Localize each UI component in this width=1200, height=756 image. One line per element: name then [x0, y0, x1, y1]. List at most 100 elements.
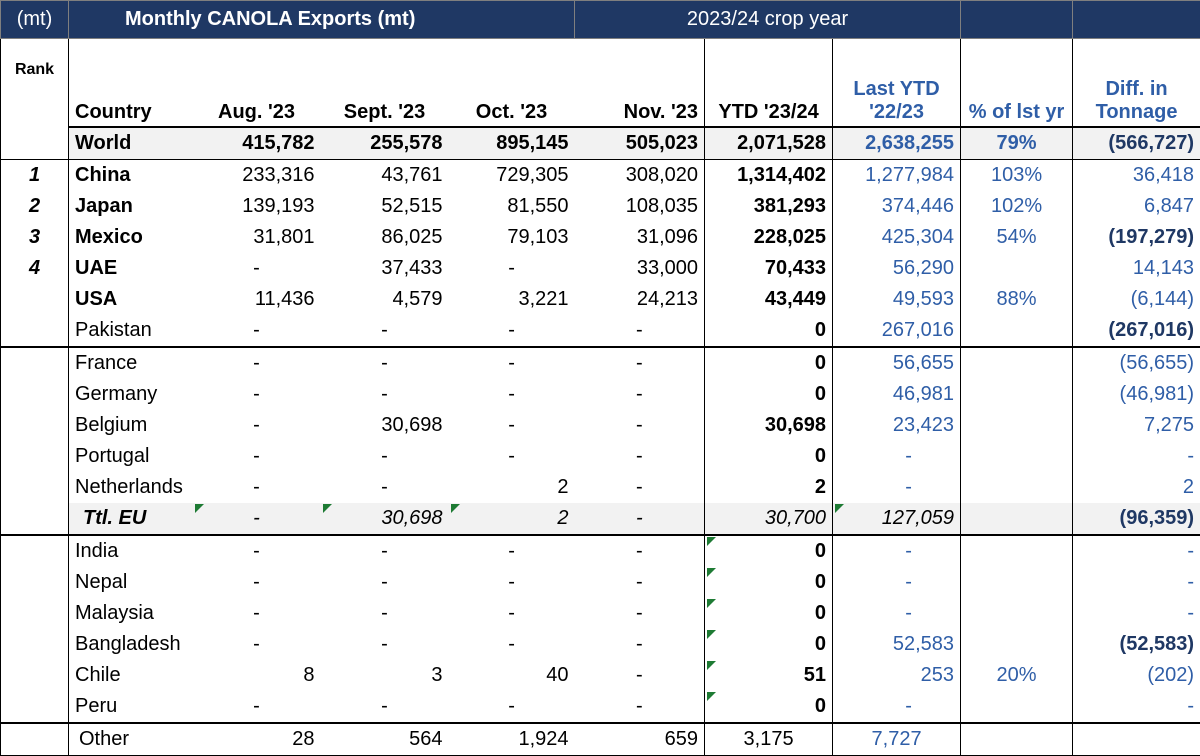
- sep-cell: 30,698: [321, 503, 449, 535]
- aug-cell: -: [193, 535, 321, 567]
- oct-cell: -: [449, 629, 575, 660]
- last-ytd-cell: 1,277,984: [833, 160, 961, 192]
- rank-cell: [1, 441, 69, 472]
- aug-cell: 8: [193, 660, 321, 691]
- table-row: Peru----0--: [1, 691, 1200, 723]
- rank-cell: [1, 410, 69, 441]
- oct-cell: -: [449, 347, 575, 379]
- diff-cell: -: [1073, 535, 1200, 567]
- col-sep: Sept. '23: [321, 39, 449, 128]
- ytd-cell: 1,314,402: [705, 160, 833, 192]
- diff-cell: -: [1073, 441, 1200, 472]
- last-ytd-cell: 374,446: [833, 191, 961, 222]
- diff-cell: 36,418: [1073, 160, 1200, 192]
- pct-cell: [961, 567, 1073, 598]
- sep-cell: 37,433: [321, 253, 449, 284]
- sep-cell: 86,025: [321, 222, 449, 253]
- col-aug: Aug. '23: [193, 39, 321, 128]
- pct-cell: [961, 347, 1073, 379]
- last-ytd-cell: 56,655: [833, 347, 961, 379]
- pct-cell: 79%: [961, 127, 1073, 160]
- oct-cell: -: [449, 441, 575, 472]
- oct-cell: 729,305: [449, 160, 575, 192]
- country-cell: Nepal: [69, 567, 193, 598]
- table-row: India----0--: [1, 535, 1200, 567]
- pct-cell: [961, 253, 1073, 284]
- title-cell-pct: [961, 1, 1073, 39]
- last-ytd-cell: 2,638,255: [833, 127, 961, 160]
- oct-cell: 81,550: [449, 191, 575, 222]
- country-cell: USA: [69, 284, 193, 315]
- rank-cell: 4: [1, 253, 69, 284]
- oct-cell: 2: [449, 472, 575, 503]
- ytd-cell: 51: [705, 660, 833, 691]
- last-ytd-cell: 127,059: [833, 503, 961, 535]
- diff-cell: (267,016): [1073, 315, 1200, 347]
- ytd-cell: 70,433: [705, 253, 833, 284]
- world-row: World 415,782 255,578 895,145 505,023 2,…: [1, 127, 1200, 160]
- oct-cell: -: [449, 379, 575, 410]
- col-rank: Rank: [1, 39, 69, 128]
- nov-cell: 31,096: [575, 222, 705, 253]
- oct-cell: 40: [449, 660, 575, 691]
- rank-cell: [1, 660, 69, 691]
- crop-year-label: 2023/24 crop year: [575, 1, 961, 39]
- aug-cell: 11,436: [193, 284, 321, 315]
- sep-cell: -: [321, 598, 449, 629]
- title-cell-diff: [1073, 1, 1200, 39]
- nov-cell: -: [575, 441, 705, 472]
- aug-cell: 233,316: [193, 160, 321, 192]
- aug-cell: -: [193, 410, 321, 441]
- ytd-cell: 0: [705, 347, 833, 379]
- ytd-cell: 0: [705, 691, 833, 723]
- sep-cell: 255,578: [321, 127, 449, 160]
- diff-cell: (56,655): [1073, 347, 1200, 379]
- ytd-cell: 43,449: [705, 284, 833, 315]
- pct-cell: [961, 503, 1073, 535]
- country-cell: Mexico: [69, 222, 193, 253]
- country-cell: France: [69, 347, 193, 379]
- aug-cell: -: [193, 629, 321, 660]
- sep-cell: 3: [321, 660, 449, 691]
- ytd-cell: 0: [705, 567, 833, 598]
- col-ytd: YTD '23/24: [705, 39, 833, 128]
- pct-cell: [961, 410, 1073, 441]
- last-ytd-cell: 49,593: [833, 284, 961, 315]
- last-ytd-cell: -: [833, 598, 961, 629]
- last-ytd-cell: -: [833, 567, 961, 598]
- country-cell: Germany: [69, 379, 193, 410]
- col-last-ytd: Last YTD'22/23: [833, 39, 961, 128]
- rank-cell: [1, 535, 69, 567]
- aug-cell: -: [193, 253, 321, 284]
- table-body: World 415,782 255,578 895,145 505,023 2,…: [1, 127, 1200, 756]
- rank-cell: [1, 472, 69, 503]
- aug-cell: -: [193, 503, 321, 535]
- sep-cell: -: [321, 347, 449, 379]
- rank-cell: 2: [1, 191, 69, 222]
- col-oct: Oct. '23: [449, 39, 575, 128]
- last-ytd-cell: 52,583: [833, 629, 961, 660]
- nov-cell: -: [575, 315, 705, 347]
- rank-cell: 3: [1, 222, 69, 253]
- rank-cell: [1, 503, 69, 535]
- oct-cell: -: [449, 598, 575, 629]
- diff-cell: (197,279): [1073, 222, 1200, 253]
- pct-cell: [961, 535, 1073, 567]
- diff-cell: (566,727): [1073, 127, 1200, 160]
- pct-cell: [961, 379, 1073, 410]
- nov-cell: -: [575, 503, 705, 535]
- nov-cell: -: [575, 379, 705, 410]
- nov-cell: -: [575, 535, 705, 567]
- rank-cell: [1, 567, 69, 598]
- country-cell: Belgium: [69, 410, 193, 441]
- country-cell: Pakistan: [69, 315, 193, 347]
- rank-cell: [1, 379, 69, 410]
- sep-cell: -: [321, 379, 449, 410]
- diff-cell: -: [1073, 691, 1200, 723]
